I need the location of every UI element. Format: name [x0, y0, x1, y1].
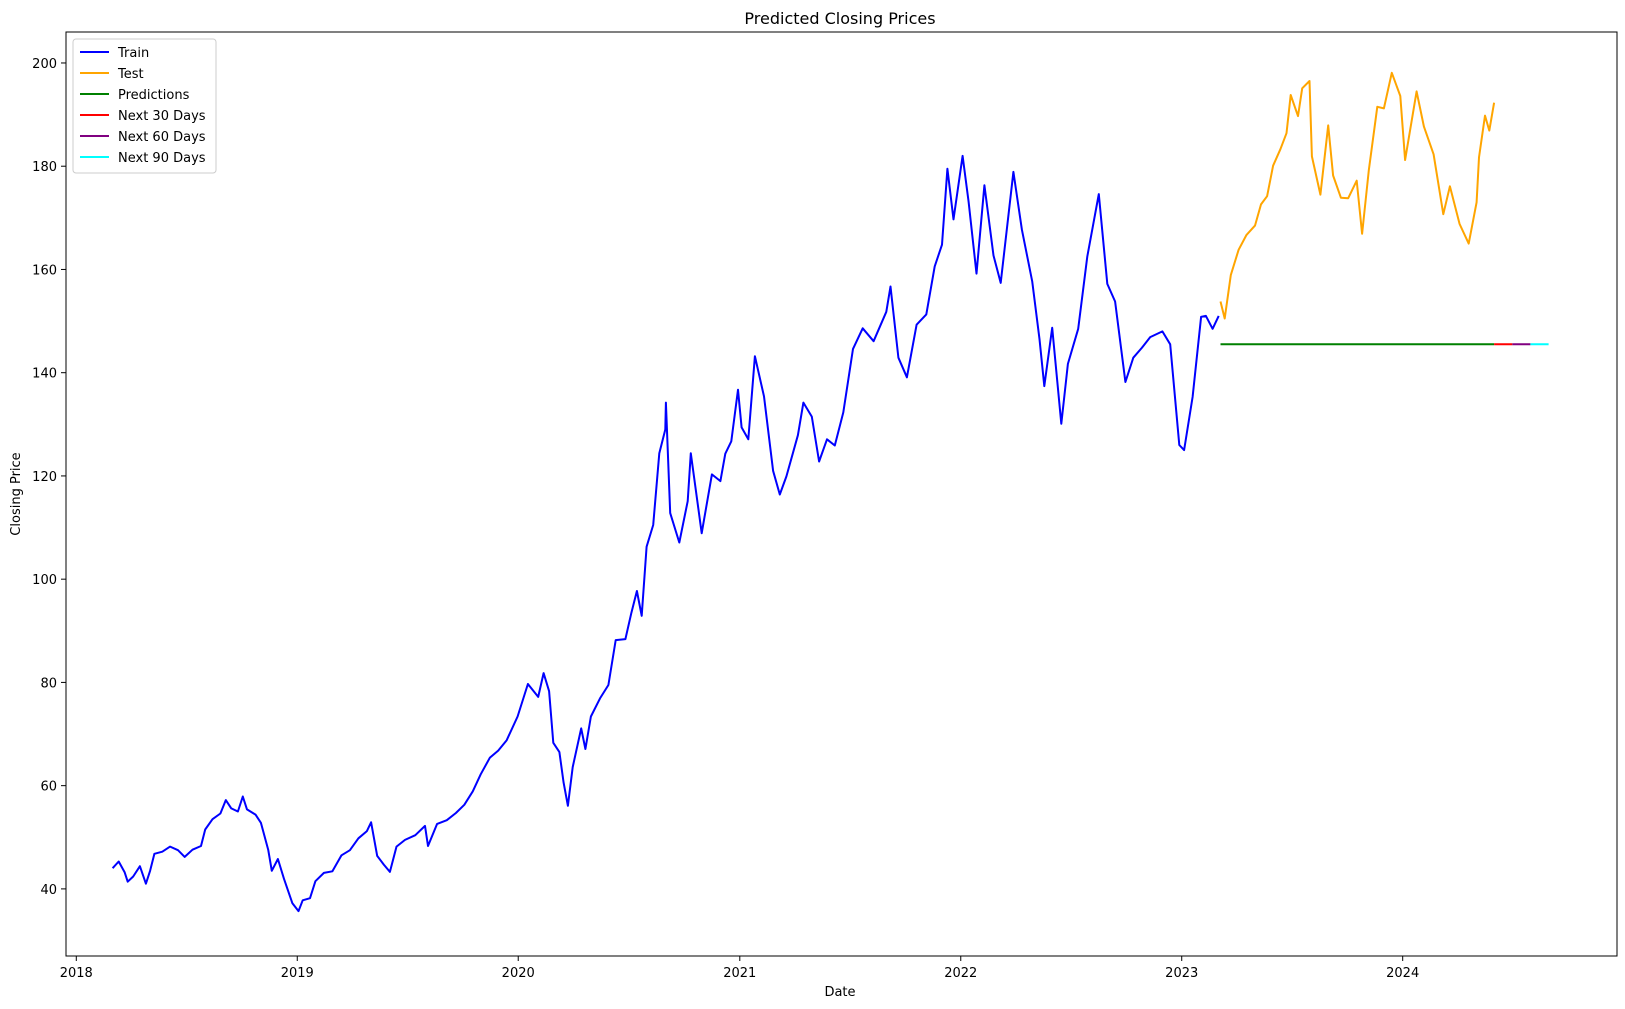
legend: Train Test Predictions Next 30 Days Next 60 … [72, 38, 217, 174]
plot-area [66, 32, 1617, 956]
y-tick-label: 200 [32, 57, 57, 72]
x-tick-label: 2020 [502, 966, 535, 981]
y-tick-label: 100 [32, 573, 57, 588]
legend-label: Next 90 Days [118, 151, 206, 166]
y-tick-label: 160 [32, 263, 57, 278]
plot-frame [65, 31, 1618, 957]
y-axis: 40 60 80 100 120 140 160 180 200 [32, 57, 66, 898]
y-tick-label: 120 [32, 470, 57, 485]
y-tick-label: 180 [32, 160, 57, 175]
legend-label: Predictions [118, 88, 190, 103]
x-tick-label: 2023 [1165, 966, 1198, 981]
y-tick-label: 60 [40, 780, 57, 795]
legend-label: Train [117, 46, 149, 61]
x-tick-label: 2022 [944, 966, 977, 981]
legend-label: Next 30 Days [118, 109, 206, 124]
x-tick-label: 2024 [1386, 966, 1419, 981]
x-tick-label: 2021 [723, 966, 756, 981]
series-line-2 [1219, 71, 1496, 320]
legend-label: Test [117, 67, 144, 82]
chart-title: Predicted Closing Prices [744, 9, 935, 28]
series-layer [111, 71, 1549, 913]
y-tick-label: 140 [32, 367, 57, 382]
x-tick-label: 2019 [281, 966, 314, 981]
legend-label: Next 60 Days [118, 130, 206, 145]
y-tick-label: 80 [40, 676, 57, 691]
y-tick-label: 40 [40, 883, 57, 898]
x-axis: 2018 2019 2020 2021 2022 2023 2024 [60, 956, 1419, 981]
y-axis-title: Closing Price [9, 452, 24, 535]
series-line-1 [111, 154, 1220, 913]
x-axis-title: Date [824, 985, 855, 1000]
x-tick-label: 2018 [60, 966, 93, 981]
